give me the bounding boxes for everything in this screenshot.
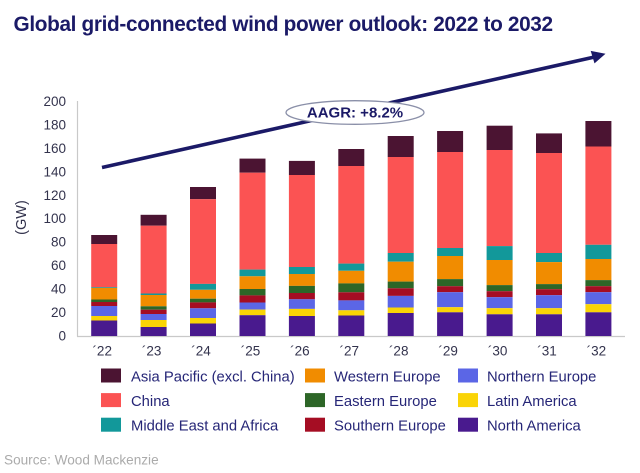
svg-text:Global grid-connected wind pow: Global grid-connected wind power outlook… bbox=[14, 13, 553, 36]
svg-text:´31: ´31 bbox=[537, 344, 557, 359]
svg-text:´29: ´29 bbox=[438, 344, 458, 359]
svg-text:Western Europe: Western Europe bbox=[334, 369, 441, 385]
svg-text:(GW): (GW) bbox=[14, 200, 30, 235]
svg-text:´32: ´32 bbox=[587, 344, 607, 359]
svg-text:´27: ´27 bbox=[340, 344, 360, 359]
svg-text:80: 80 bbox=[51, 235, 66, 250]
svg-text:Source: Wood Mackenzie: Source: Wood Mackenzie bbox=[4, 453, 159, 468]
svg-text:160: 160 bbox=[43, 141, 66, 156]
svg-text:140: 140 bbox=[43, 164, 66, 179]
svg-text:´26: ´26 bbox=[290, 344, 310, 359]
svg-text:China: China bbox=[131, 394, 170, 410]
svg-text:´24: ´24 bbox=[191, 344, 211, 359]
svg-text:60: 60 bbox=[51, 258, 66, 273]
svg-text:120: 120 bbox=[43, 188, 66, 203]
svg-text:´28: ´28 bbox=[389, 344, 409, 359]
svg-text:40: 40 bbox=[51, 282, 66, 297]
svg-text:Eastern Europe: Eastern Europe bbox=[334, 394, 437, 410]
svg-text:´30: ´30 bbox=[488, 344, 508, 359]
svg-text:´25: ´25 bbox=[241, 344, 261, 359]
svg-text:100: 100 bbox=[43, 211, 66, 226]
svg-text:AAGR: +8.2%: AAGR: +8.2% bbox=[307, 105, 403, 122]
svg-text:200: 200 bbox=[43, 94, 66, 109]
svg-text:Latin America: Latin America bbox=[487, 394, 577, 410]
svg-text:Southern Europe: Southern Europe bbox=[334, 419, 446, 435]
svg-text:0: 0 bbox=[58, 328, 66, 343]
svg-text:Asia Pacific (excl. China): Asia Pacific (excl. China) bbox=[131, 369, 295, 385]
svg-text:180: 180 bbox=[43, 118, 66, 133]
svg-text:20: 20 bbox=[51, 305, 66, 320]
svg-text:Northern Europe: Northern Europe bbox=[487, 369, 596, 385]
svg-text:´23: ´23 bbox=[142, 344, 162, 359]
svg-text:Middle East and Africa: Middle East and Africa bbox=[131, 419, 279, 435]
svg-text:´22: ´22 bbox=[92, 344, 112, 359]
svg-text:North America: North America bbox=[487, 419, 582, 435]
